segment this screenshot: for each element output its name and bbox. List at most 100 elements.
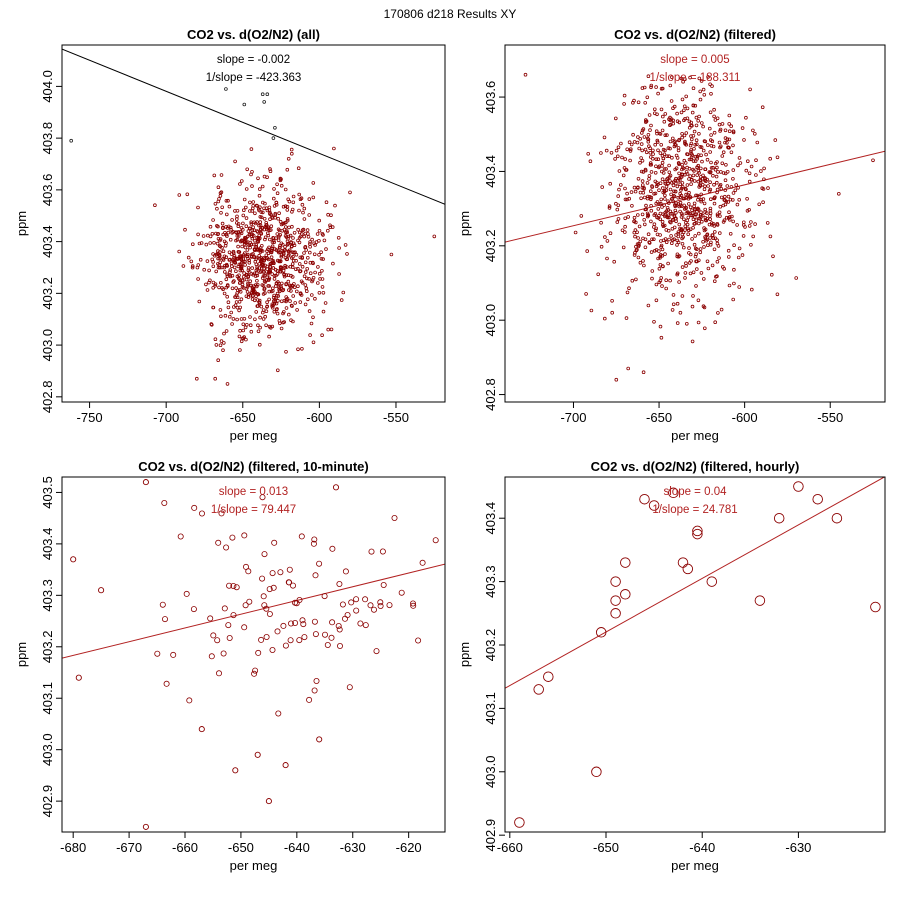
data-point <box>259 228 263 232</box>
data-point <box>656 157 661 162</box>
data-point <box>315 281 320 285</box>
data-point <box>260 92 265 96</box>
data-point <box>266 611 273 618</box>
data-point <box>291 200 296 205</box>
data-point <box>213 202 218 206</box>
data-point <box>649 123 653 128</box>
data-point <box>246 281 250 286</box>
data-point <box>240 264 244 269</box>
data-point <box>272 240 277 245</box>
data-point <box>766 186 770 190</box>
data-point <box>620 557 631 568</box>
data-point <box>280 248 285 253</box>
data-point <box>696 231 701 236</box>
data-point <box>254 268 259 273</box>
data-point <box>336 581 343 588</box>
data-point <box>712 230 717 234</box>
data-point <box>736 163 740 168</box>
data-point <box>261 317 266 321</box>
data-point <box>708 209 713 213</box>
data-point <box>595 627 607 638</box>
data-point <box>297 262 302 266</box>
data-point <box>831 512 843 524</box>
data-point <box>311 315 315 320</box>
data-point <box>699 121 704 125</box>
data-point <box>660 177 665 182</box>
data-point <box>307 250 312 255</box>
data-point <box>708 170 713 174</box>
data-point <box>317 253 321 257</box>
data-point <box>242 102 247 107</box>
data-point <box>263 634 270 641</box>
data-point <box>253 211 257 216</box>
data-point <box>689 157 693 162</box>
data-point <box>694 123 699 128</box>
data-point <box>654 201 658 206</box>
data-point <box>183 590 190 597</box>
data-point <box>632 185 637 190</box>
data-point <box>227 204 232 209</box>
data-point <box>712 279 717 284</box>
data-point <box>346 684 353 691</box>
data-point <box>213 282 218 287</box>
data-point <box>732 281 736 286</box>
data-point <box>680 242 685 246</box>
data-point <box>290 262 295 266</box>
data-point <box>270 272 275 276</box>
data-point <box>627 140 632 145</box>
data-point <box>662 223 667 228</box>
data-point <box>288 299 292 303</box>
data-point <box>270 244 275 249</box>
data-point <box>289 285 294 289</box>
data-point <box>655 140 660 144</box>
data-point <box>250 297 255 301</box>
data-point <box>731 177 735 181</box>
data-point <box>287 288 291 292</box>
data-point <box>652 192 656 196</box>
data-point <box>733 188 738 193</box>
data-point <box>660 247 665 252</box>
data-point <box>227 224 231 229</box>
data-point <box>204 282 208 287</box>
x-tick-label: -650 <box>593 840 619 855</box>
data-point <box>719 195 724 200</box>
data-point <box>683 276 687 280</box>
data-point <box>718 214 722 218</box>
data-point <box>260 263 265 268</box>
data-point <box>208 224 213 229</box>
data-point <box>610 310 614 315</box>
data-point <box>723 128 728 133</box>
data-point <box>622 230 627 234</box>
data-point <box>254 310 259 314</box>
chart-data-layer <box>62 479 445 830</box>
data-point <box>836 192 841 196</box>
data-point <box>207 615 214 622</box>
data-point <box>357 620 364 627</box>
regression-line <box>505 477 885 689</box>
data-point <box>660 284 664 288</box>
data-point <box>643 237 648 242</box>
data-point <box>600 185 604 189</box>
data-point <box>348 599 355 606</box>
data-point <box>212 241 216 245</box>
data-point <box>75 674 82 681</box>
data-point <box>654 248 659 252</box>
data-point <box>250 236 255 241</box>
data-point <box>680 165 685 170</box>
data-point <box>702 245 706 249</box>
data-point <box>747 208 751 212</box>
data-point <box>271 295 276 300</box>
data-point <box>662 203 666 207</box>
data-point <box>726 255 731 259</box>
data-point <box>726 145 731 150</box>
data-point <box>283 255 288 260</box>
data-point <box>707 170 712 174</box>
data-point <box>233 303 238 308</box>
data-point <box>289 582 296 589</box>
data-point <box>684 94 688 99</box>
data-point <box>633 234 637 239</box>
data-point <box>271 196 276 201</box>
data-point <box>260 283 265 287</box>
data-point <box>244 273 249 278</box>
data-point <box>654 85 658 89</box>
